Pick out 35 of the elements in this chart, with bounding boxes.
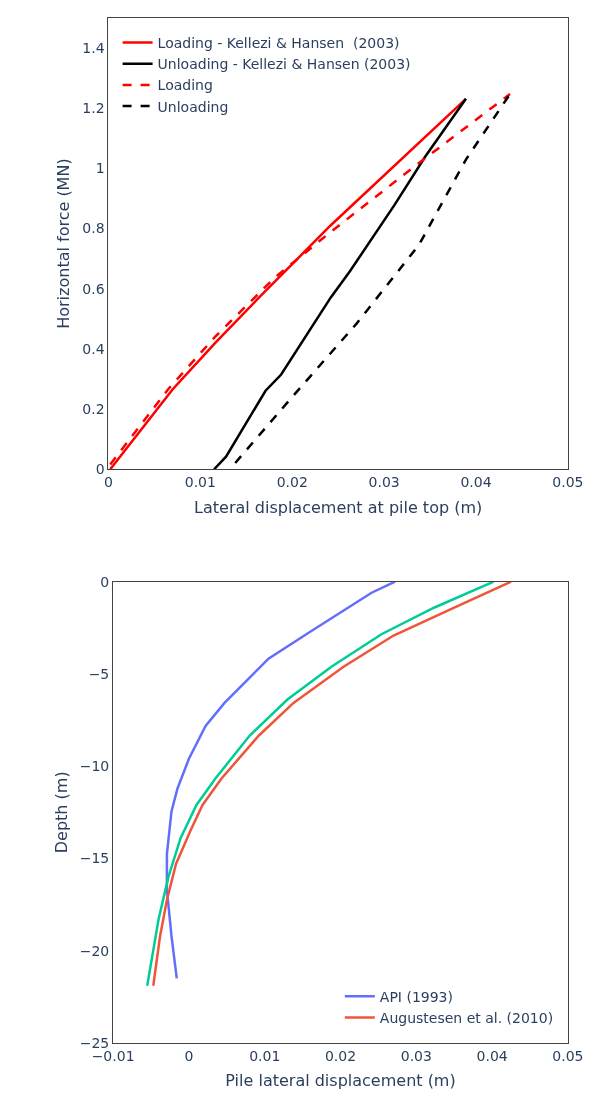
x-axis-title: Lateral displacement at pile top (m) bbox=[194, 497, 483, 517]
x-tick-label: 0.03 bbox=[400, 1047, 432, 1064]
x-tick-label: 0.05 bbox=[552, 474, 584, 491]
legend-label: Unloading - Kellezi & Hansen (2003) bbox=[157, 56, 411, 73]
legend-label: Augustesen et al. (2010) bbox=[379, 1009, 554, 1026]
y-tick-label: 1.2 bbox=[82, 100, 105, 117]
y-axis-title: Horizontal force (MN) bbox=[54, 158, 74, 329]
y-axis-title: Depth (m) bbox=[51, 771, 71, 854]
x-tick-label: 0.04 bbox=[460, 474, 492, 491]
y-tick-label: 0.8 bbox=[82, 220, 105, 237]
line-series bbox=[165, 581, 397, 980]
x-tick-label: 0 bbox=[184, 1047, 194, 1064]
y-tick-label: −10 bbox=[79, 758, 110, 775]
x-tick-label: 0.02 bbox=[276, 474, 308, 491]
legend-label: Loading - Kellezi & Hansen (2003) bbox=[157, 34, 400, 51]
y-tick-label: 0.2 bbox=[82, 401, 105, 418]
y-tick-label: 0.6 bbox=[82, 280, 105, 297]
legend-label: Unloading bbox=[157, 98, 229, 115]
y-tick-label: 0 bbox=[95, 461, 105, 478]
y-tick-label: −20 bbox=[79, 942, 110, 959]
y-tick-label: −15 bbox=[79, 850, 110, 867]
legend-label: API (1993) bbox=[379, 988, 453, 1005]
x-tick-label: 0.03 bbox=[368, 474, 400, 491]
y-tick-label: 0 bbox=[100, 573, 110, 590]
y-tick-label: −5 bbox=[88, 665, 110, 682]
x-tick-label: 0.04 bbox=[476, 1047, 508, 1064]
x-tick-label: 0.01 bbox=[184, 474, 216, 491]
legend-label: Loading bbox=[157, 77, 213, 94]
x-tick-label: 0.01 bbox=[249, 1047, 281, 1064]
y-tick-label: 0.4 bbox=[82, 340, 105, 357]
y-tick-label: 1 bbox=[95, 160, 105, 177]
y-tick-label: 1.4 bbox=[82, 39, 105, 56]
x-tick-label: 0.05 bbox=[552, 1047, 584, 1064]
x-axis-title: Pile lateral displacement (m) bbox=[225, 1071, 456, 1091]
x-tick-label: 0.02 bbox=[324, 1047, 357, 1064]
